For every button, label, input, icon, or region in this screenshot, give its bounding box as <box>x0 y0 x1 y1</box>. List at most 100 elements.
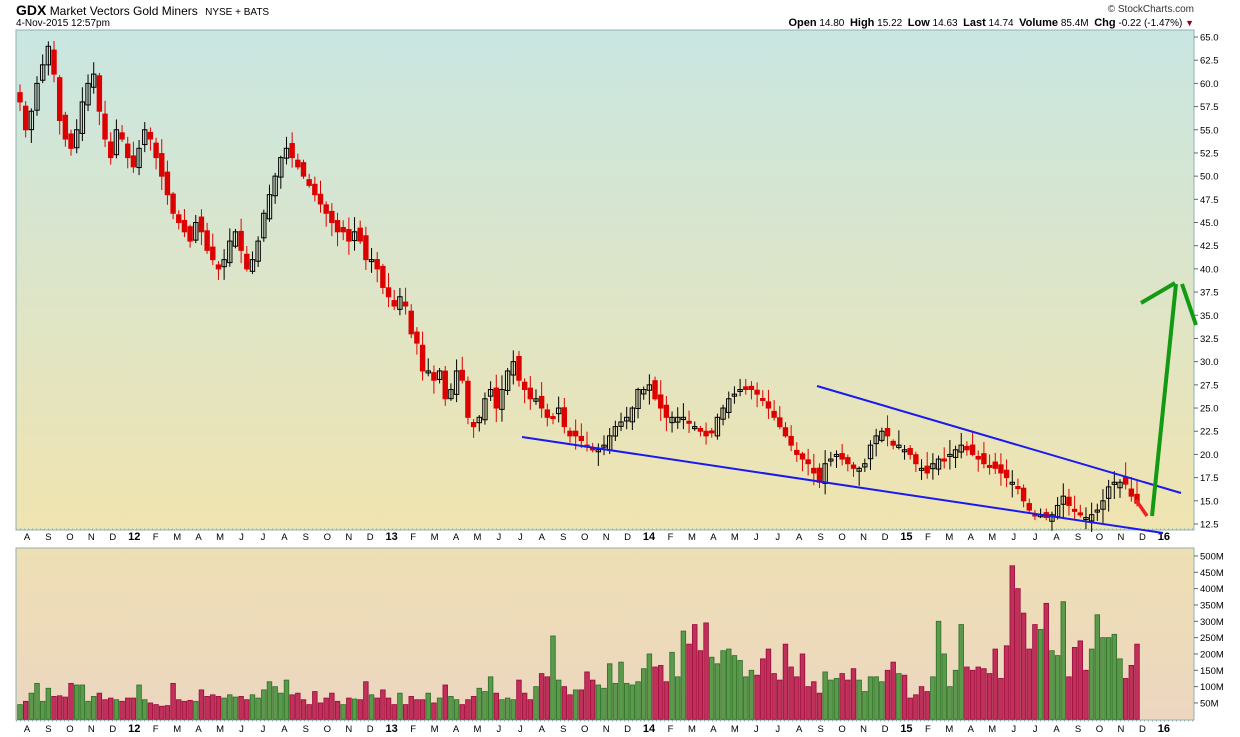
volume-bar-up <box>425 692 431 720</box>
price-tick-label: 55.0 <box>1200 125 1219 136</box>
volume-bar-up <box>28 692 35 720</box>
down-candle <box>493 387 499 409</box>
date-tick-label: M <box>945 532 953 543</box>
up-candle <box>91 73 97 88</box>
up-candle <box>504 370 511 391</box>
volume-bar-down <box>170 682 176 720</box>
date-tick-label: J <box>497 532 502 543</box>
volume-bar-down <box>998 678 1004 720</box>
price-tick-label: 57.5 <box>1200 102 1219 113</box>
volume-bar-down <box>431 702 437 720</box>
date-tick-label: 12 <box>128 531 140 543</box>
volume-bar-up <box>720 650 726 720</box>
volume-bar-up <box>1054 655 1061 720</box>
price-tick-label: 62.5 <box>1200 56 1219 67</box>
price-tick-label: 47.5 <box>1200 195 1219 206</box>
down-candle <box>969 444 976 455</box>
volume-bar-up <box>879 681 885 720</box>
down-candle <box>981 453 987 465</box>
volume-bar-down <box>703 622 709 720</box>
down-candle <box>805 459 811 465</box>
up-candle <box>930 463 936 470</box>
volume-bar-down <box>584 671 590 720</box>
volume-bar-up <box>227 694 233 720</box>
date-tick-label: M <box>216 724 224 735</box>
up-candle <box>45 45 52 66</box>
up-candle <box>142 129 148 146</box>
volume-bar-up <box>867 676 874 720</box>
volume-bar-down <box>839 673 845 720</box>
volume-bar-up <box>482 691 488 720</box>
up-candle <box>896 444 902 448</box>
volume-bar-down <box>323 697 329 720</box>
volume-bar-down <box>198 689 205 720</box>
chart-title: GDX Market Vectors Gold Miners NYSE + BA… <box>16 2 269 18</box>
volume-bar-down <box>470 696 477 720</box>
volume-bar-down <box>238 696 244 720</box>
down-candle <box>346 229 352 242</box>
volume-bar-down <box>589 679 596 720</box>
forecast-arrowhead-right <box>1180 283 1198 326</box>
date-tick-label: F <box>668 532 674 543</box>
down-candle <box>986 464 993 468</box>
volume-bar-down <box>1077 640 1083 720</box>
date-tick-label: N <box>860 724 867 735</box>
volume-bar-down <box>119 700 125 720</box>
date-tick-label: S <box>303 724 309 735</box>
down-candle <box>204 230 210 251</box>
volume-bar-down <box>289 694 295 720</box>
up-candle <box>487 388 494 397</box>
date-tick-label: A <box>281 532 288 543</box>
down-candle <box>198 216 205 233</box>
volume-bar-down <box>187 699 193 720</box>
date-tick-label: S <box>1075 724 1081 735</box>
price-tick-label: 50.0 <box>1200 172 1219 183</box>
up-candle <box>453 370 460 395</box>
volume-bar-up <box>743 676 749 720</box>
price-tick-label: 65.0 <box>1200 33 1219 44</box>
high-value: 15.22 <box>877 18 903 29</box>
volume-bar-down <box>181 700 188 720</box>
volume-bar-down <box>805 686 811 720</box>
down-candle <box>357 227 363 242</box>
volume-bar-down <box>964 666 970 720</box>
volume-bar-down <box>1134 643 1140 720</box>
volume-bar-down <box>799 653 806 720</box>
up-candle <box>720 407 726 420</box>
volume-bar-up <box>635 681 641 720</box>
volume-bar-down <box>56 695 63 720</box>
date-tick-label: M <box>988 532 996 543</box>
down-candle <box>754 389 760 395</box>
volume-bar-up <box>221 697 227 720</box>
up-candle <box>958 444 964 453</box>
up-candle <box>680 416 687 421</box>
up-candle <box>74 129 80 149</box>
price-tick-label: 60.0 <box>1200 79 1219 90</box>
up-candle <box>612 426 619 437</box>
date-tick-label: A <box>1053 532 1060 543</box>
volume-bar-down <box>918 686 925 720</box>
date-tick-label: F <box>153 532 159 543</box>
up-candle <box>227 240 233 264</box>
volume-bar-down <box>1043 602 1049 720</box>
volume-bar-down <box>652 666 658 720</box>
date-tick-label: J <box>754 724 759 735</box>
change-label: Chg <box>1094 17 1116 29</box>
up-candle <box>79 101 86 134</box>
volume-bar-down <box>102 699 108 720</box>
down-candle <box>238 230 244 251</box>
date-tick-label: S <box>560 724 566 735</box>
down-candle <box>363 235 369 261</box>
volume-tick-label: 250M <box>1200 633 1224 644</box>
date-tick-label: F <box>668 724 674 735</box>
down-triangle-icon: ▼ <box>1185 18 1194 28</box>
price-tick-label: 17.5 <box>1200 473 1219 484</box>
date-tick-label: A <box>453 532 460 543</box>
volume-bar-up <box>1094 614 1101 720</box>
volume-bar-up <box>828 679 834 720</box>
down-candle <box>697 428 704 432</box>
volume-label: Volume <box>1019 17 1059 29</box>
date-tick-label: J <box>239 532 244 543</box>
up-candle <box>692 426 698 430</box>
volume-bar-up <box>453 699 460 720</box>
